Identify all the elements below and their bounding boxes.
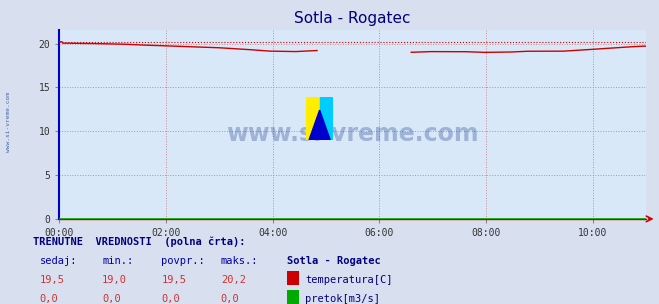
Text: www.si-vreme.com: www.si-vreme.com	[226, 122, 479, 146]
Text: 20,2: 20,2	[221, 275, 246, 285]
Text: 0,0: 0,0	[221, 294, 239, 304]
Text: 0,0: 0,0	[161, 294, 180, 304]
Text: min.:: min.:	[102, 257, 133, 267]
Text: temperatura[C]: temperatura[C]	[305, 275, 393, 285]
Text: 19,0: 19,0	[102, 275, 127, 285]
Text: 0,0: 0,0	[102, 294, 121, 304]
Title: Sotla - Rogatec: Sotla - Rogatec	[295, 12, 411, 26]
Text: TRENUTNE  VREDNOSTI  (polna črta):: TRENUTNE VREDNOSTI (polna črta):	[33, 236, 245, 247]
Bar	[320, 97, 333, 140]
Polygon shape	[309, 110, 330, 140]
Text: www.si-vreme.com: www.si-vreme.com	[6, 92, 11, 152]
Text: Sotla - Rogatec: Sotla - Rogatec	[287, 257, 380, 267]
Text: sedaj:: sedaj:	[40, 257, 77, 267]
Text: pretok[m3/s]: pretok[m3/s]	[305, 294, 380, 304]
Text: povpr.:: povpr.:	[161, 257, 205, 267]
Text: 0,0: 0,0	[40, 294, 58, 304]
Bar	[306, 97, 320, 140]
Text: 19,5: 19,5	[161, 275, 186, 285]
Text: maks.:: maks.:	[221, 257, 258, 267]
Text: 19,5: 19,5	[40, 275, 65, 285]
